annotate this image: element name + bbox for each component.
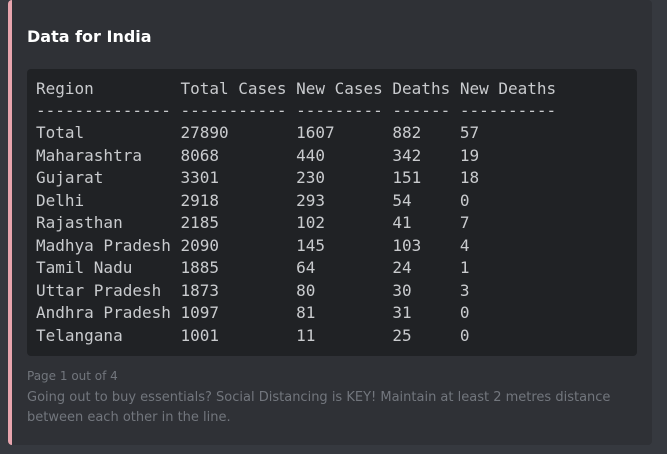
table-row: Gujarat 3301 230 151 18	[36, 168, 626, 190]
table-cell: 882	[392, 123, 422, 142]
table-header: Region Total Cases New Cases Deaths New Deat…	[36, 79, 626, 101]
table-cell: 4	[459, 235, 470, 255]
table-cell: 1607	[296, 123, 335, 142]
table-cell: ------	[392, 101, 451, 120]
table-cell: Telangana	[36, 325, 123, 345]
table-cell: 1	[459, 258, 470, 277]
table-cell: 1001	[180, 325, 220, 345]
table-cell: Uttar Pradesh	[36, 280, 162, 300]
table-cell: 19	[459, 145, 480, 165]
table-cell: ---------	[296, 101, 383, 120]
embed-description: Going out to buy essentials? Social Dist…	[27, 390, 611, 425]
table-row: Tamil Nadu 1885 64 24 1	[36, 258, 626, 280]
table-cell: 1885	[180, 258, 220, 277]
table-cell: 81	[296, 303, 316, 322]
table-cell: Region	[36, 79, 94, 98]
table-cell: 2185	[180, 213, 220, 232]
table-cell: 293	[296, 190, 325, 210]
table-cell: 25	[392, 325, 412, 345]
table-cell: --------------	[36, 101, 171, 120]
table-cell: 57	[459, 123, 480, 142]
table-row: Maharashtra 8068 440 342 19	[36, 146, 626, 168]
table-cell: 342	[392, 145, 422, 165]
table-row: Telangana 1001 11 25 0	[36, 326, 626, 348]
table-cell: Total	[36, 123, 85, 142]
table-cell: ----------	[459, 101, 557, 120]
table-cell: 41	[392, 213, 412, 232]
table-cell: -----------	[180, 101, 287, 120]
table-cell: New Deaths	[459, 79, 557, 98]
table-cell: 3	[459, 280, 470, 300]
table-cell: Andhra Pradesh	[36, 303, 171, 322]
table-cell: 151	[392, 168, 422, 187]
table-cell: 2090	[180, 235, 220, 255]
table-cell: 30	[392, 280, 412, 300]
table-cell: Maharashtra	[36, 145, 142, 165]
table-cell: 440	[296, 145, 325, 165]
table-cell: Total Cases	[180, 79, 287, 98]
table-cell: 27890	[180, 123, 229, 142]
table-cell: Rajasthan	[36, 213, 123, 232]
table-cell: Tamil Nadu	[36, 258, 133, 277]
table-row: Andhra Pradesh 1097 81 31 0	[36, 303, 626, 325]
table-row: Rajasthan 2185 102 41 7	[36, 213, 626, 235]
table-cell: 145	[296, 235, 325, 255]
table-row: Total 27890 1607 882 57	[36, 123, 626, 145]
embed: Data for India Region Total Cases New Case…	[8, 0, 652, 445]
table-cell: Gujarat	[36, 168, 104, 187]
table-cell: 0	[459, 303, 470, 322]
table-row: Delhi 2918 293 54 0	[36, 191, 626, 213]
table-cell: 0	[459, 190, 470, 210]
table-cell: 2918	[180, 190, 220, 210]
table-cell: 230	[296, 168, 325, 187]
table-cell: 54	[392, 190, 412, 210]
table-cell: 80	[296, 280, 316, 300]
table-cell: 8068	[180, 145, 220, 165]
code-block: Region Total Cases New Cases Deaths New Deat…	[27, 69, 637, 356]
table-cell: 1873	[180, 280, 220, 300]
table-cell: 3301	[180, 168, 220, 187]
embed-title: Data for India	[27, 27, 152, 46]
table-cell: 31	[392, 303, 412, 322]
table-cell: New Cases	[296, 79, 383, 98]
embed-footer: Page 1 out of 4	[27, 369, 118, 383]
table-cell: 7	[459, 213, 470, 232]
table-cell: Madhya Pradesh	[36, 235, 171, 255]
table-cell: 18	[459, 168, 480, 187]
table-cell: 0	[459, 325, 470, 345]
table-separator: -------------- ----------- --------- ------…	[36, 101, 626, 123]
table-cell: 102	[296, 213, 325, 232]
table-cell: 1097	[180, 303, 220, 322]
table-cell: 24	[392, 258, 412, 277]
table-row: Madhya Pradesh 2090 145 103 4	[36, 236, 626, 258]
table-cell: 64	[296, 258, 316, 277]
table-cell: Delhi	[36, 190, 85, 210]
table-cell: 11	[296, 325, 316, 345]
table-cell: 103	[392, 235, 422, 255]
table-row: Uttar Pradesh 1873 80 30 3	[36, 281, 626, 303]
table-cell: Deaths	[392, 79, 451, 98]
